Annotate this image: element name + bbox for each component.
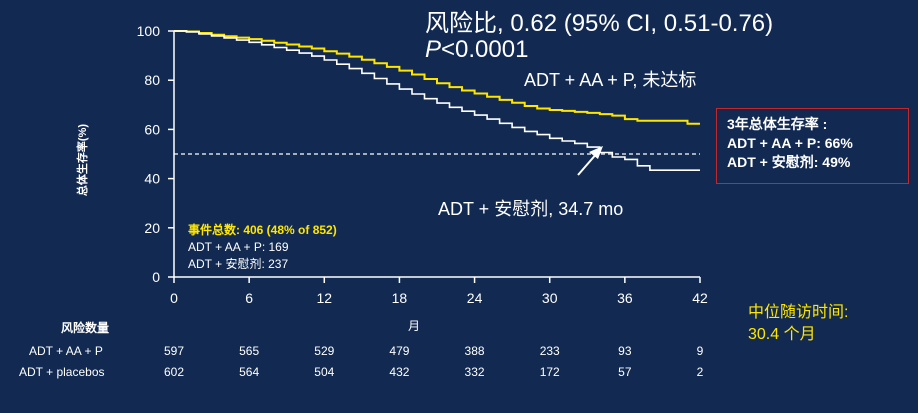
- risk-value: 93: [618, 344, 632, 358]
- risk-row-label-aa: ADT + AA + P: [29, 344, 103, 358]
- risk-value: 529: [314, 344, 335, 358]
- survival-box-line1: ADT + AA + P: 66%: [727, 135, 853, 151]
- risk-value: 565: [239, 344, 260, 358]
- median-followup-label: 中位随访时间:: [748, 304, 849, 321]
- p-value-text: P<0.0001: [425, 37, 528, 63]
- axis-ticks: 0 20 40 60 80 100 0 6 12 18 24 30 36 42: [137, 23, 708, 306]
- series-line-placebo: [174, 30, 700, 171]
- x-tick-label: 18: [392, 290, 408, 306]
- risk-value: 2: [696, 365, 704, 379]
- risk-table-title: 风险数量: [61, 321, 110, 335]
- survival-rate-box: 3年总体生存率 : ADT + AA + P: 66% ADT + 安慰剂: 4…: [716, 108, 909, 184]
- p-label: P: [425, 36, 442, 63]
- risk-value: 9: [696, 344, 704, 358]
- y-tick-label: 20: [144, 220, 160, 236]
- median-followup-value: 30.4 个月: [748, 326, 816, 343]
- y-axis-label: 总体生存率(%): [77, 123, 89, 197]
- risk-value: 332: [464, 365, 485, 379]
- risk-row-label-placebo: ADT + placebos: [19, 365, 105, 379]
- x-tick-label: 42: [692, 290, 708, 306]
- p-value: <0.0001: [441, 36, 529, 63]
- risk-value: 504: [314, 365, 335, 379]
- risk-value: 597: [163, 344, 185, 358]
- series-line-aa: [174, 30, 700, 125]
- survival-box-title: 3年总体生存率 :: [727, 116, 828, 132]
- events-line2: ADT + 安慰剂: 237: [188, 257, 289, 271]
- risk-value: 564: [239, 365, 260, 379]
- risk-value: 57: [618, 365, 632, 379]
- x-tick-label: 24: [467, 290, 483, 306]
- events-line1: ADT + AA + P: 169: [188, 240, 289, 254]
- y-tick-label: 0: [152, 269, 160, 285]
- arrow-head-icon: [589, 146, 603, 159]
- events-title: 事件总数: 406 (48% of 852): [188, 223, 337, 237]
- aa-series-label: ADT + AA + P, 未达标: [524, 70, 697, 90]
- y-tick-label: 40: [144, 171, 160, 187]
- events-box: 事件总数: 406 (48% of 852) ADT + AA + P: 169…: [188, 222, 337, 273]
- risk-value: 233: [539, 344, 560, 358]
- x-tick-label: 30: [542, 290, 558, 306]
- x-tick-label: 12: [316, 290, 332, 306]
- risk-value: 479: [389, 344, 410, 358]
- risk-value: 602: [163, 365, 185, 379]
- risk-value: 388: [464, 344, 485, 358]
- risk-value: 172: [539, 365, 560, 379]
- survival-box-line2: ADT + 安慰剂: 49%: [727, 154, 851, 170]
- x-tick-label: 0: [170, 290, 178, 306]
- y-tick-label: 100: [137, 23, 161, 39]
- placebo-series-label: ADT + 安慰剂, 34.7 mo: [438, 199, 624, 219]
- x-axis-label: 月: [408, 319, 421, 333]
- y-tick-label: 80: [144, 72, 160, 88]
- y-tick-label: 60: [144, 121, 160, 137]
- x-tick-label: 6: [245, 290, 253, 306]
- hazard-ratio-text: 风险比, 0.62 (95% CI, 0.51-0.76): [425, 10, 774, 37]
- x-tick-label: 36: [617, 290, 633, 306]
- median-followup: 中位随访时间: 30.4 个月: [748, 302, 848, 346]
- risk-value: 432: [389, 365, 410, 379]
